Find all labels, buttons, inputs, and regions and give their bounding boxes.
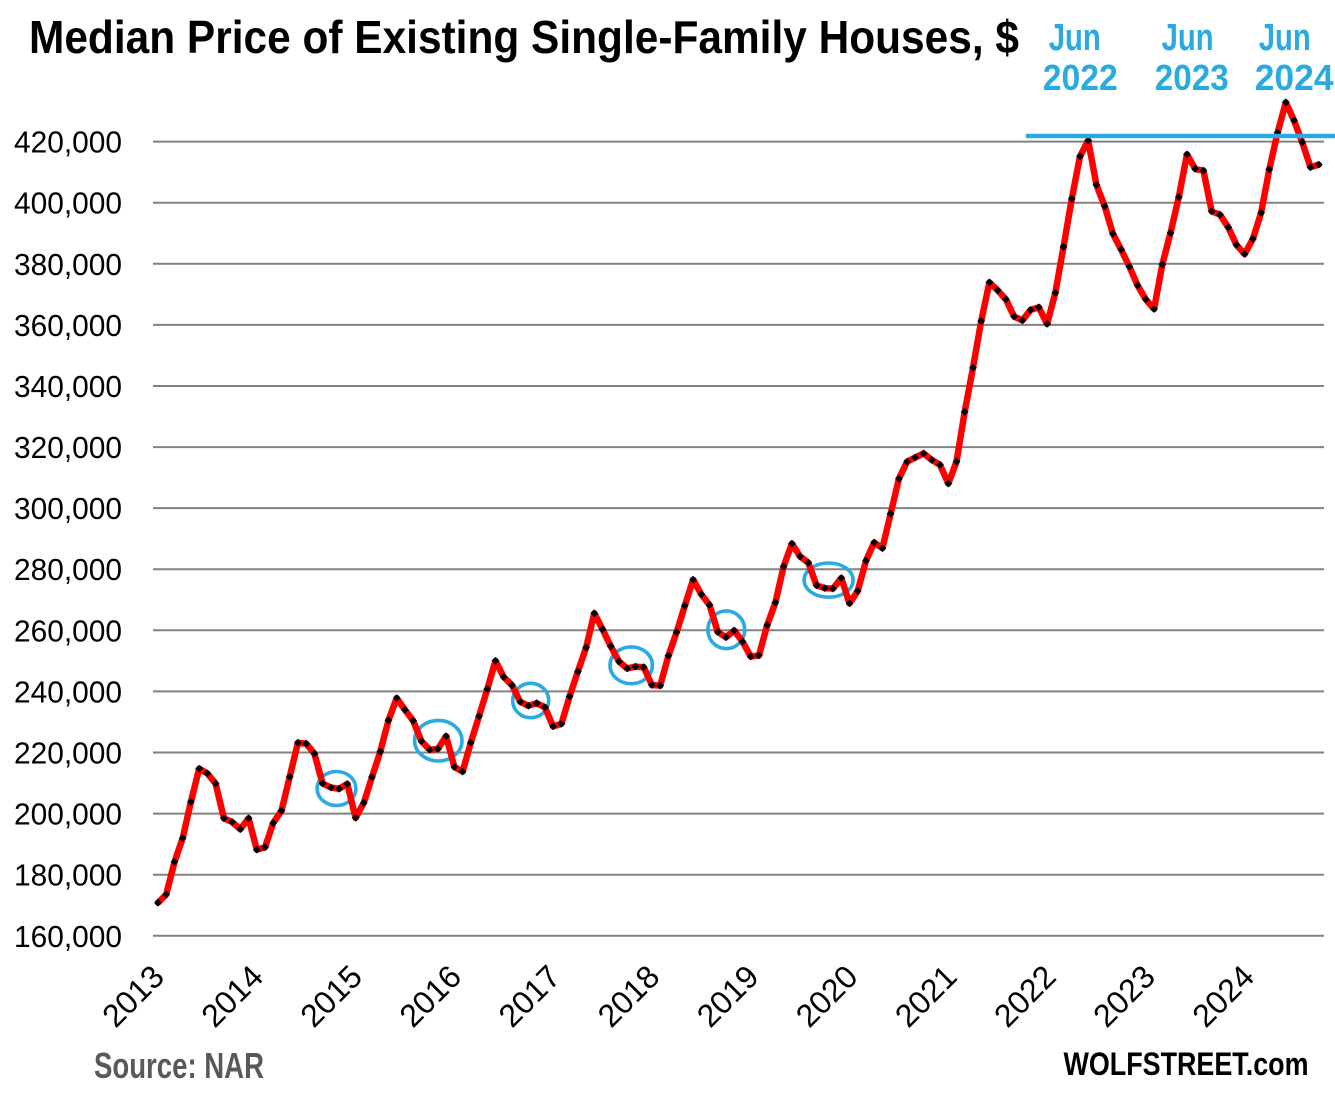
svg-text:Jun: Jun	[1162, 17, 1214, 59]
svg-text:160,000: 160,000	[14, 919, 122, 954]
svg-text:240,000: 240,000	[14, 674, 122, 709]
svg-text:WOLFSTREET.com: WOLFSTREET.com	[1064, 1046, 1309, 1082]
svg-text:380,000: 380,000	[14, 247, 122, 282]
svg-text:2024: 2024	[1255, 57, 1334, 98]
svg-text:400,000: 400,000	[14, 186, 122, 221]
svg-text:220,000: 220,000	[14, 736, 122, 771]
svg-text:Median Price of Existing Singl: Median Price of Existing Single-Family H…	[29, 11, 1019, 63]
svg-text:180,000: 180,000	[14, 858, 122, 893]
svg-text:2023: 2023	[1155, 57, 1229, 98]
svg-text:Source: NAR: Source: NAR	[94, 1045, 264, 1086]
svg-text:Jun: Jun	[1049, 17, 1101, 59]
svg-text:2022: 2022	[1043, 57, 1118, 98]
svg-text:340,000: 340,000	[14, 369, 122, 404]
svg-text:300,000: 300,000	[14, 491, 122, 526]
svg-text:320,000: 320,000	[14, 430, 122, 465]
svg-text:280,000: 280,000	[14, 552, 122, 587]
svg-text:260,000: 260,000	[14, 613, 122, 648]
svg-text:Jun: Jun	[1259, 17, 1311, 59]
svg-text:420,000: 420,000	[14, 125, 122, 160]
svg-text:360,000: 360,000	[14, 308, 122, 343]
svg-text:200,000: 200,000	[14, 797, 122, 832]
